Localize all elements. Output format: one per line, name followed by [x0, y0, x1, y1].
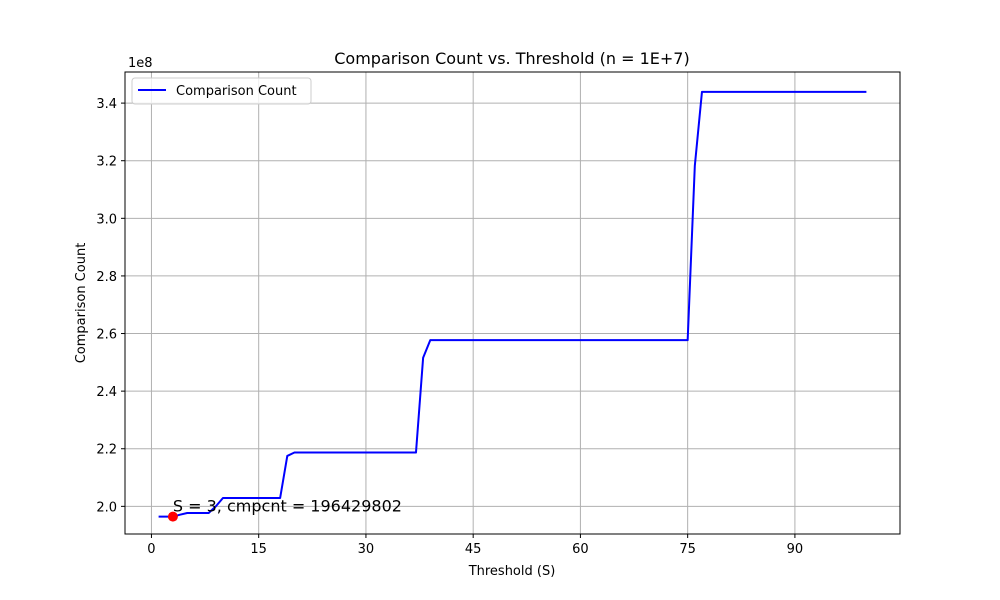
y-tick-label: 2.6 — [96, 328, 117, 343]
x-tick-label: 60 — [572, 542, 589, 557]
plot-frame — [124, 71, 901, 535]
x-tick-label: 30 — [358, 542, 375, 557]
y-tick-label: 3.0 — [96, 212, 117, 227]
y-tick-label: 2.0 — [96, 500, 117, 515]
y-tick-label: 2.8 — [96, 270, 117, 285]
y-axis-offset-label: 1e8 — [128, 56, 153, 71]
x-tick-label: 75 — [679, 542, 696, 557]
x-tick-label: 15 — [250, 542, 267, 557]
x-axis-label: Threshold (S) — [468, 564, 556, 579]
series-line-comparison-count — [158, 90, 867, 518]
y-axis-label: Comparison Count — [74, 243, 89, 364]
legend-box — [131, 77, 312, 105]
y-tick-label: 3.2 — [96, 155, 117, 170]
y-tick-label: 3.4 — [96, 97, 117, 112]
highlight-annotation: S = 3, cmpcnt = 196429802 — [173, 497, 402, 516]
highlight-point — [167, 511, 178, 522]
legend: Comparison Count — [131, 77, 312, 105]
grid — [125, 72, 900, 534]
chart-title: Comparison Count vs. Threshold (n = 1E+7… — [334, 49, 689, 68]
series-layer — [158, 90, 867, 522]
x-tick-label: 0 — [147, 542, 155, 557]
y-tick-label: 2.4 — [96, 385, 117, 400]
x-tick-label: 45 — [465, 542, 482, 557]
x-tick-label: 90 — [787, 542, 804, 557]
y-tick-label: 2.2 — [96, 443, 117, 458]
axes: 0 15 30 45 60 75 90 2.0 2.2 2.4 2.6 2.8 3.0 3.2 3.4 — [96, 71, 901, 557]
legend-label-comparison-count: Comparison Count — [176, 84, 297, 99]
